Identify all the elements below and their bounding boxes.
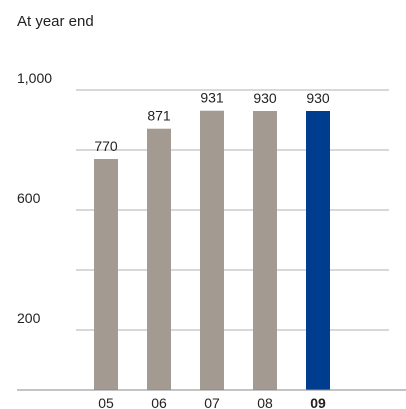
y-tick-label: 1,000 [17, 70, 52, 86]
x-tick-label: 08 [257, 395, 273, 409]
data-label: 930 [253, 90, 277, 106]
x-tick-label: 06 [151, 395, 167, 409]
bar-07 [200, 110, 224, 390]
y-tick-label: 600 [17, 190, 41, 206]
data-label: 930 [306, 90, 330, 106]
x-tick-label: 07 [204, 395, 220, 409]
bar-09 [306, 111, 330, 390]
data-label: 770 [94, 138, 118, 154]
x-tick-labels: 05 06 07 08 09 [98, 395, 326, 409]
bar-05 [94, 159, 118, 390]
data-label: 931 [200, 90, 224, 106]
y-tick-labels: 1,000 600 200 [17, 70, 52, 326]
y-tick-label: 200 [17, 310, 41, 326]
data-label: 871 [147, 108, 171, 124]
chart-subtitle: At year end [17, 13, 94, 30]
x-tick-label: 09 [310, 395, 326, 409]
bar-06 [147, 128, 171, 390]
x-tick-label: 05 [98, 395, 114, 409]
gridlines [76, 89, 389, 331]
bar-08 [253, 111, 277, 390]
data-labels: 770 871 931 930 930 [94, 90, 330, 154]
bars [94, 110, 330, 390]
